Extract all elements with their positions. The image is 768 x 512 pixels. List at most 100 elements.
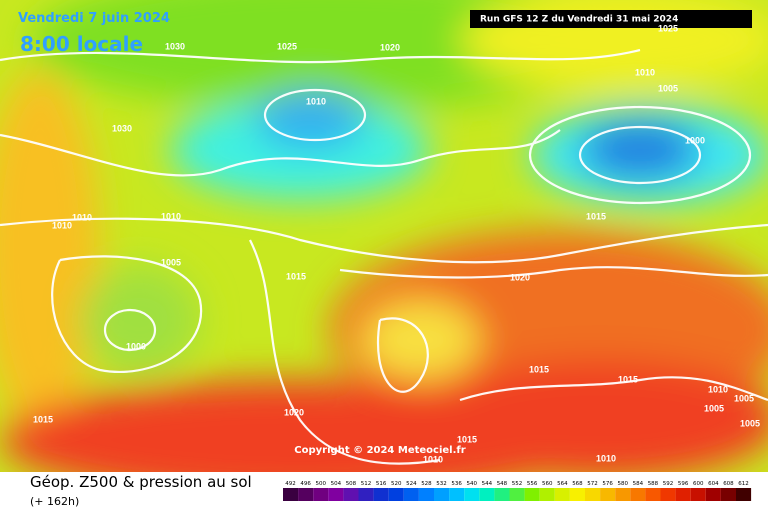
scale-label: 552 [512,481,523,487]
scale-swatch [328,488,344,501]
isobar-label: 1010 [52,220,72,230]
isobar-label: 1005 [161,257,181,267]
isobar-label: 1015 [286,271,306,281]
scale-label: 568 [572,481,583,487]
isobar-label: 1005 [704,403,724,413]
scale-swatch [615,488,631,501]
scale-label: 540 [467,481,478,487]
scale-swatch [675,488,691,501]
isobar-label: 1020 [510,272,530,282]
scale-label: 612 [738,481,749,487]
scale-label: 544 [482,481,493,487]
isobar-label: 1015 [33,414,53,424]
scale-label: 576 [602,481,613,487]
scale-swatch [358,488,374,501]
scale-swatch [464,488,480,501]
copyright: Copyright © 2024 Meteociel.fr [294,445,465,456]
isobar-label: 1015 [457,434,477,444]
scale-label: 608 [723,481,734,487]
isobar-label: 1005 [740,418,760,428]
footer-title: Géop. Z500 & pression au sol [30,473,252,491]
time: 8:00 locale [20,32,143,56]
scale-label: 496 [300,481,311,487]
scale-swatch [705,488,721,501]
scale-swatch [373,488,389,501]
isobar-label: 1020 [284,407,304,417]
scale-label: 520 [391,481,402,487]
scale-swatch [479,488,495,501]
scale-label: 532 [436,481,447,487]
scale-swatch [298,488,314,501]
scale-label: 516 [376,481,387,487]
isobar-label: 1000 [685,135,705,145]
scale-swatch [434,488,450,501]
scale-swatch [494,488,510,501]
scale-label: 500 [316,481,327,487]
scale-label: 512 [361,481,372,487]
scale-label: 600 [693,481,704,487]
isobar-label: 1015 [618,374,638,384]
scale-swatch [539,488,555,501]
scale-label: 580 [618,481,629,487]
scale-swatch [418,488,434,501]
isobar-label: 1010 [423,454,443,464]
scale-label: 588 [648,481,659,487]
isobar-label: 1005 [734,393,754,403]
scale-label: 536 [451,481,462,487]
scale-swatch [630,488,646,501]
scale-label: 604 [708,481,719,487]
scale-swatch [736,488,752,501]
isobar-label: 1020 [380,42,400,52]
scale-label: 584 [633,481,644,487]
isobar-label: 1015 [586,211,606,221]
isobar-label: 1005 [658,83,678,93]
scale-swatch [554,488,570,501]
isobar-label: 1015 [529,364,549,374]
run-box [470,10,752,28]
scale-label: 572 [587,481,598,487]
scale-swatch [509,488,525,501]
isobar-label: 1010 [72,212,92,222]
date: Vendredi 7 juin 2024 [18,11,170,26]
isobar-label: 1030 [165,41,185,51]
isobar-label: 1010 [635,67,655,77]
scale-label: 492 [285,481,296,487]
isobar-label: 1010 [596,453,616,463]
color-scale: 492 496 500 504 508 512 516 520 524 528 532 536 540 5… [283,481,752,501]
scale-swatch [569,488,585,501]
scale-swatch [585,488,601,501]
isobar-label: 1030 [112,123,132,133]
scale-label: 524 [406,481,417,487]
scale-swatch [403,488,419,501]
scale-swatch [690,488,706,501]
isobar-label: 1010 [708,384,728,394]
scale-label: 592 [663,481,674,487]
scale-label: 564 [557,481,568,487]
footer-lead: (+ 162h) [30,495,79,508]
scale-label: 508 [346,481,357,487]
scale-swatch [524,488,540,501]
isobar-label: 1000 [126,341,146,351]
scale-label: 504 [331,481,342,487]
scale-swatch [283,488,299,501]
run-title: Run GFS 12 Z du Vendredi 31 mai 2024 [480,15,678,25]
scale-swatch [660,488,676,501]
scale-swatch [720,488,736,501]
scale-swatch [388,488,404,501]
scale-label: 560 [542,481,553,487]
scale-swatch [313,488,329,501]
isobar-labels: 1030 1025 10201025101010051010103010001015… [33,23,760,464]
isobar-label: 1025 [658,23,678,33]
isobar-label: 1010 [306,96,326,106]
scale-swatch [645,488,661,501]
isobar-label: 1010 [161,211,181,221]
scale-label: 556 [527,481,538,487]
scale-swatch [600,488,616,501]
scale-label: 596 [678,481,689,487]
scale-label: 548 [497,481,508,487]
isobar-label: 1025 [277,41,297,51]
scale-label: 528 [421,481,432,487]
scale-swatch [449,488,465,501]
scale-swatch [343,488,359,501]
